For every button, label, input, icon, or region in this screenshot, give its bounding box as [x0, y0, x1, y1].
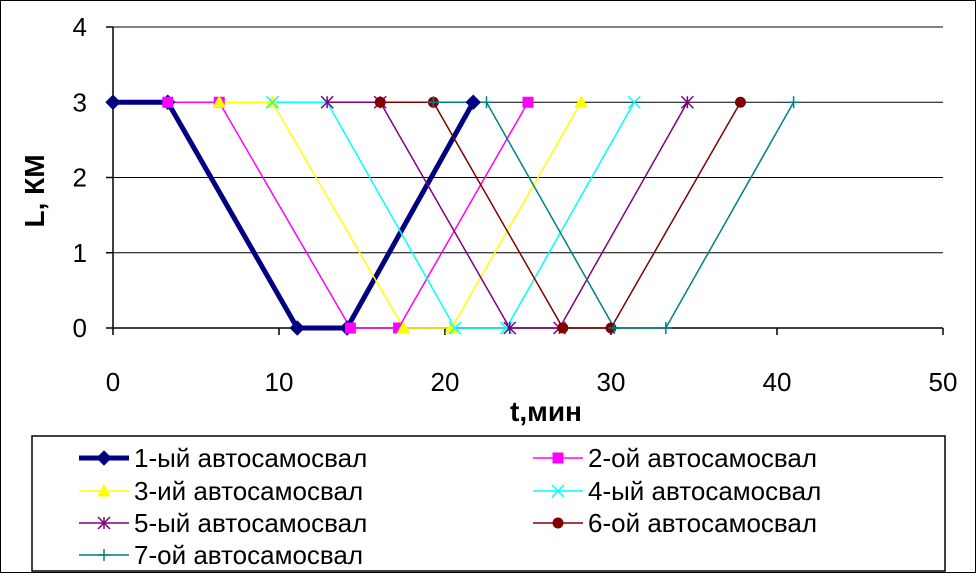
x-tick-label: 10 — [265, 367, 294, 397]
data-point-s3-p1 — [212, 95, 227, 108]
y-tick-label: 4 — [73, 12, 87, 42]
series-line-7 — [433, 101, 795, 329]
legend-swatch-marker — [98, 549, 110, 561]
data-point-s6-p3 — [557, 322, 569, 334]
legend-item-4: 4-ый автосамосвал — [533, 476, 821, 506]
legend-label: 3-ий автосамосвал — [134, 476, 363, 506]
legend-item-6: 6-ой автосамосвал — [533, 508, 817, 538]
y-tick-label: 0 — [73, 313, 87, 343]
data-point-s5-p5 — [680, 95, 694, 109]
y-tick-label: 1 — [73, 238, 87, 268]
x-tick-label: 30 — [597, 367, 626, 397]
data-point-s4-p1 — [265, 95, 279, 109]
legend-item-2: 2-ой автосамосвал — [533, 443, 817, 473]
series-line-1 — [113, 99, 476, 331]
data-point-s4-p3 — [448, 321, 462, 335]
y-axis-title: L, КМ — [19, 154, 50, 227]
data-point-s2-p3 — [344, 322, 356, 334]
data-point-s6-p1 — [374, 96, 386, 108]
data-point-s7-p2 — [480, 96, 493, 109]
y-tick-label: 2 — [73, 163, 87, 193]
legend: 1-ый автосамосвал 2-ой автосамосвал 3-ий а… — [31, 435, 946, 572]
legend-label: 7-ой автосамосвал — [134, 540, 363, 570]
legend-item-5: 5-ый автосамосвал — [79, 508, 367, 538]
x-tick-label: 20 — [431, 367, 460, 397]
data-point-s3-p5 — [574, 95, 588, 108]
series-line-2 — [167, 101, 529, 329]
data-point-s5-p1 — [320, 95, 334, 109]
legend-box — [31, 435, 946, 572]
data-point-s1-p5 — [465, 94, 481, 110]
legend-item-3: 3-ий автосамосвал — [79, 476, 363, 506]
series-lines — [113, 99, 795, 331]
legend-label: 5-ый автосамосвал — [134, 508, 367, 538]
series-line-6 — [380, 101, 742, 329]
legend-item-1: 1-ый автосамосвал — [79, 443, 367, 473]
legend-swatch-marker — [97, 516, 111, 530]
legend-label: 6-ой автосамосвал — [588, 508, 817, 538]
data-point-s6-p5 — [734, 96, 746, 108]
data-point-s2-p5 — [522, 96, 534, 108]
legend-swatch-marker — [97, 483, 111, 497]
data-point-s1-p1 — [105, 94, 121, 110]
data-point-s3-p3 — [396, 320, 411, 334]
legend-swatch-marker — [552, 517, 564, 529]
x-tick-label: 40 — [763, 367, 792, 397]
data-point-s7-p1 — [427, 96, 440, 109]
data-point-s7-p5 — [787, 96, 800, 109]
data-point-s7-p3 — [608, 322, 621, 334]
data-point-s5-p3 — [503, 321, 517, 335]
legend-label: 1-ый автосамосвал — [134, 443, 367, 473]
legend-label: 2-ой автосамосвал — [588, 443, 817, 473]
y-tick-label: 3 — [73, 87, 87, 117]
data-point-s2-p1 — [162, 96, 174, 108]
legend-swatch-marker — [96, 450, 112, 466]
legend-swatch-marker — [551, 484, 565, 498]
series-line-5 — [327, 101, 689, 329]
legend-swatch-marker — [552, 452, 564, 464]
series-markers — [105, 94, 800, 336]
legend-item-7: 7-ой автосамосвал — [79, 540, 363, 570]
x-tick-label: 0 — [106, 367, 120, 397]
data-point-s4-p5 — [627, 95, 641, 109]
x-axis-title: t,мин — [510, 396, 582, 427]
data-point-s7-p4 — [659, 322, 672, 334]
legend-label: 4-ый автосамосвал — [588, 476, 821, 506]
x-tick-label: 50 — [929, 367, 958, 397]
data-point-s1-p3 — [289, 320, 305, 336]
